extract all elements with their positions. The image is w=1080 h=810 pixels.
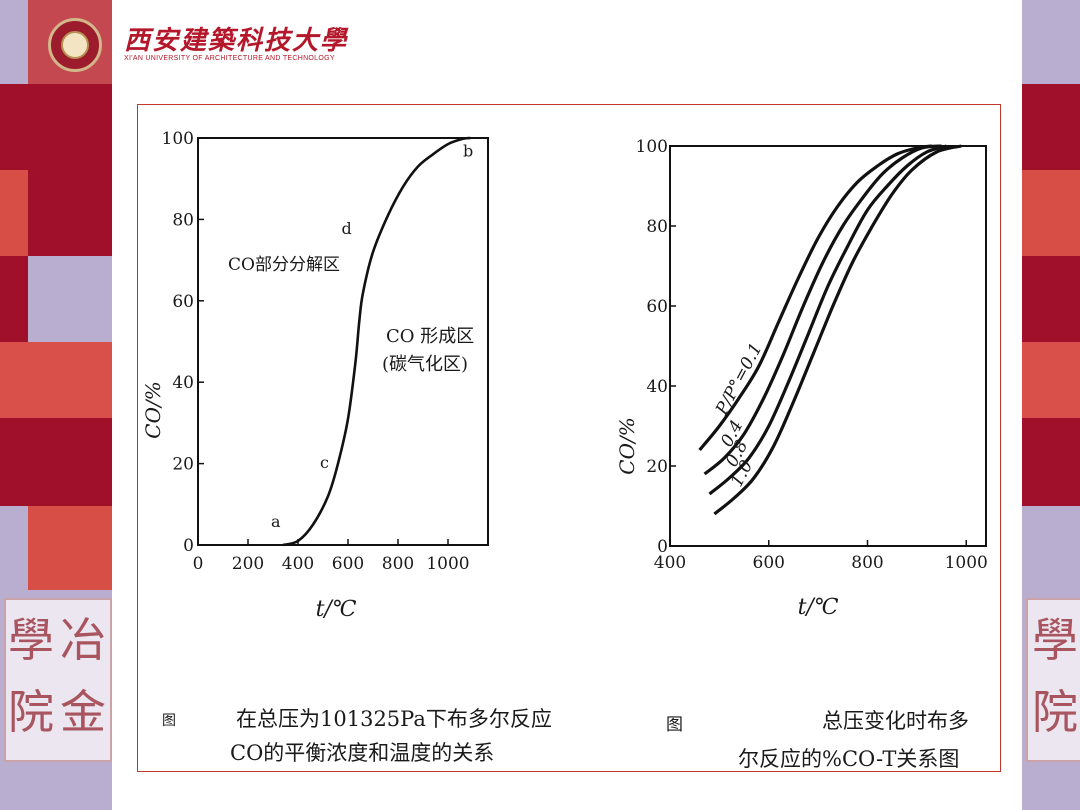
seal-char-right-1: 學 <box>1032 613 1078 667</box>
chart2-ytick-label-5: 100 <box>636 137 668 157</box>
chart1-ytick-label-1: 20 <box>172 455 194 475</box>
chart1-xlabel: t/℃ <box>316 597 357 622</box>
caption2-line1: 总压变化时布多 <box>822 709 969 733</box>
chart1-xtick-label-1: 200 <box>232 554 264 574</box>
chart2-series-line-0.4 <box>703 144 942 476</box>
chart1-point-label-d: d <box>342 219 352 238</box>
chart1-plot-frame <box>197 137 489 546</box>
chart1-ytick-label-2: 40 <box>172 373 194 393</box>
chart2-plot-frame <box>669 145 987 547</box>
left-decor-band: 冶 金 學 院 <box>0 0 112 810</box>
content-frame <box>137 104 1001 772</box>
chart1-ytick-label-0: 0 <box>183 536 194 556</box>
chart1-ytick-label-4: 80 <box>172 210 194 230</box>
chart1-annotation-decomp: CO部分分解区 <box>228 255 340 275</box>
chart1-point-label-a: a <box>271 512 281 531</box>
chart1-ticks: 0 200 400 600 800 1000 0 20 40 60 80 100 <box>162 129 470 574</box>
chart2-ytick-label-3: 60 <box>646 297 668 317</box>
seal-char-right-2: 院 <box>1032 685 1078 739</box>
chart1-axes <box>197 137 489 546</box>
chart2-xtick-label-1: 600 <box>753 553 785 573</box>
chart1-xtick-label-2: 400 <box>282 554 314 574</box>
chart2-xtick-label-0: 400 <box>654 553 686 573</box>
caption2-prefix: 图 <box>666 715 683 735</box>
seal-char-4: 院 <box>8 685 54 739</box>
chart2-series-line-1.0 <box>713 144 962 516</box>
chart2-ytick-label-4: 80 <box>646 217 668 237</box>
side-seal-right: 學 院 <box>1026 598 1080 762</box>
chart2-ytick-label-0: 0 <box>657 537 668 557</box>
chart2-xtick-label-2: 800 <box>851 553 883 573</box>
chart1-xtick-label-0: 0 <box>193 554 204 574</box>
chart1-ytick-label-5: 100 <box>162 129 194 149</box>
chart1-point-labels: a c d b <box>271 141 473 530</box>
university-name-en: XI'AN UNIVERSITY OF ARCHITECTURE AND TEC… <box>124 55 335 62</box>
right-decor-band: 學 院 <box>1022 0 1080 810</box>
chart1-annotation-gasification: (碳气化区) <box>382 354 468 375</box>
side-seal: 冶 金 學 院 <box>4 598 112 762</box>
chart2-series-labels: P/P°=0.10.40.81.0 <box>712 340 767 491</box>
chart1-ytick-label-3: 60 <box>172 292 194 312</box>
caption1-line2: CO的平衡浓度和温度的关系 <box>230 741 495 765</box>
seal-char-1: 冶 <box>60 613 106 667</box>
seal-char-2: 金 <box>60 685 106 739</box>
chart2-ytick-label-2: 40 <box>646 377 668 397</box>
university-logo-icon <box>48 18 102 72</box>
chart2-ticks: 400 600 800 1000 0 20 40 60 80 100 <box>636 137 988 573</box>
seal-char-3: 學 <box>8 613 54 667</box>
chart1-point-label-b: b <box>463 141 473 160</box>
chart1-xtick-label-5: 1000 <box>426 554 469 574</box>
chart2-axes <box>669 145 987 547</box>
chart1-xtick-label-4: 800 <box>382 554 414 574</box>
chart-co-equilibrium: 0 200 400 600 800 1000 0 20 40 60 80 100 a c d b CO部分分… <box>141 129 489 622</box>
caption1-prefix: 图 <box>162 713 176 729</box>
chart1-annotation-formation: CO 形成区 <box>386 326 474 347</box>
chart2-ytick-label-1: 20 <box>646 457 668 477</box>
university-name: 西安建築科技大學 <box>124 26 349 56</box>
chart-co-pressure: 400 600 800 1000 0 20 40 60 80 100 P/P°=0.10.40.8… <box>615 137 988 620</box>
chart2-xtick-label-3: 1000 <box>945 553 988 573</box>
chart2-ylabel: CO/% <box>615 417 639 474</box>
chart2-series-line-0.1 <box>698 144 932 452</box>
caption2-line2: 尔反应的%CO-T关系图 <box>738 747 960 771</box>
chart1-point-label-c: c <box>320 453 329 472</box>
chart1-ylabel: CO/% <box>141 381 165 438</box>
chart1-xtick-label-3: 600 <box>332 554 364 574</box>
chart2-series-lines <box>698 144 962 516</box>
chart2-xlabel: t/℃ <box>798 595 839 620</box>
chart1-series-line <box>282 136 471 547</box>
chart2-series-line-0.8 <box>708 144 947 496</box>
caption1-line1: 在总压为101325Pa下布多尔反应 <box>236 707 552 731</box>
